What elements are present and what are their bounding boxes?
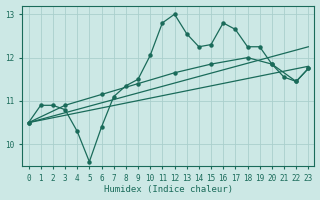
- X-axis label: Humidex (Indice chaleur): Humidex (Indice chaleur): [104, 185, 233, 194]
